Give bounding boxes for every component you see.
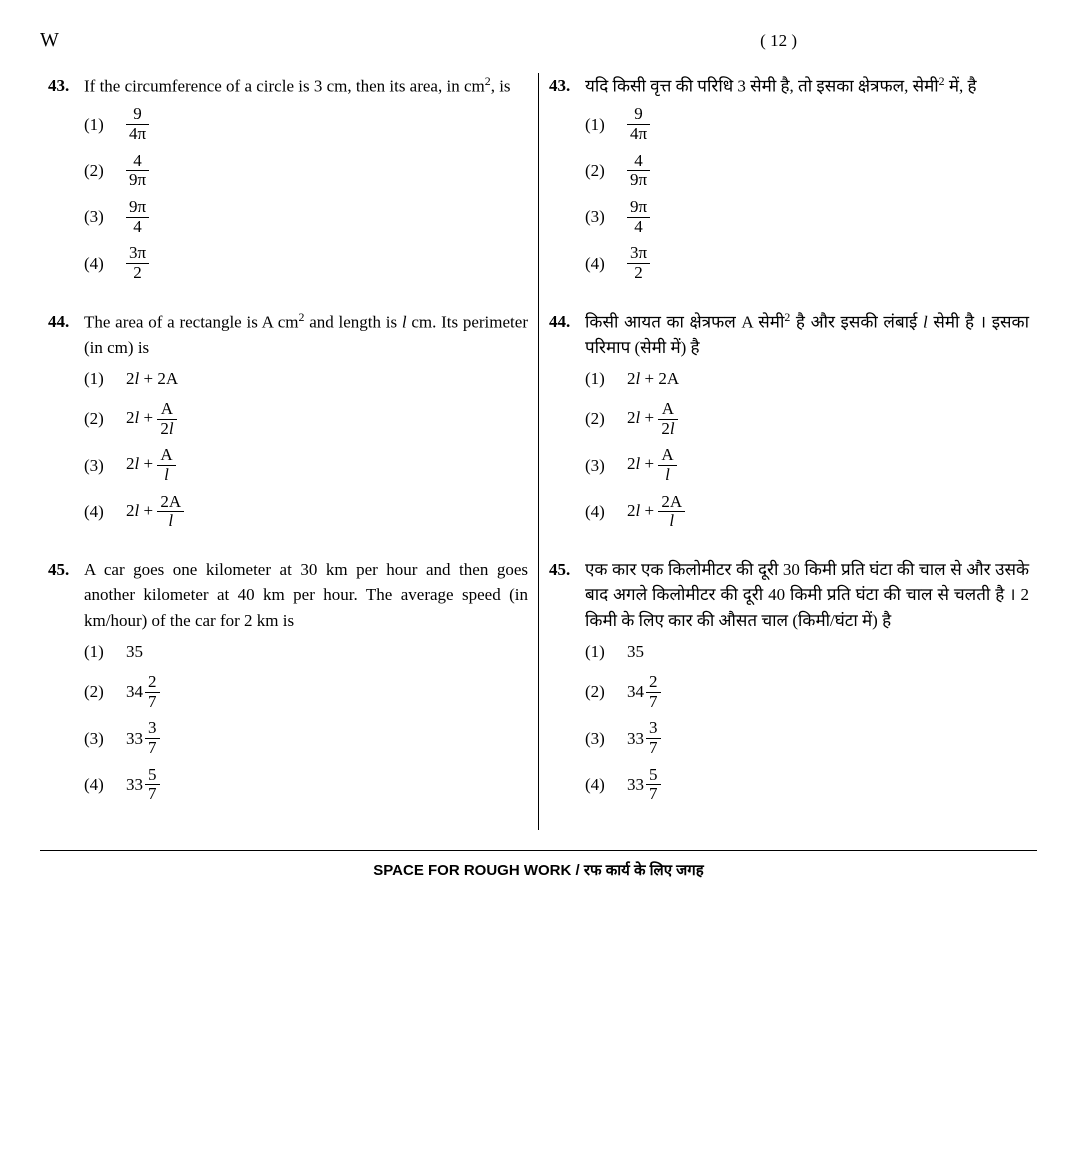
option-4: (4)3π2: [84, 244, 528, 282]
question-number: 43.: [549, 73, 585, 291]
options: (1)2l + 2A (2)2l + A2l (3)2l + Al (4)2l …: [84, 366, 528, 531]
rough-work-label: SPACE FOR ROUGH WORK / रफ कार्य के लिए ज…: [40, 860, 1037, 883]
option-1: (1)2l + 2A: [585, 366, 1029, 392]
question-number: 44.: [549, 309, 585, 539]
option-2: (2)2l + A2l: [585, 400, 1029, 438]
option-1: (1)35: [84, 639, 528, 665]
option-2: (2)3427: [84, 673, 528, 711]
option-1: (1)2l + 2A: [84, 366, 528, 392]
page-header: W ( 12 ): [40, 25, 1037, 55]
question-number: 43.: [48, 73, 84, 291]
option-4: (4)3357: [585, 766, 1029, 804]
option-2: (2)3427: [585, 673, 1029, 711]
options: (1)35 (2)3427 (3)3337 (4)3357: [84, 639, 528, 804]
question-44-en: 44. The area of a rectangle is A cm2 and…: [48, 309, 528, 539]
question-43-en: 43. If the circumference of a circle is …: [48, 73, 528, 291]
question-text: किसी आयत का क्षेत्रफल A सेमी2 है और इसकी…: [585, 309, 1029, 361]
question-text: यदि किसी वृत्त की परिधि 3 सेमी है, तो इस…: [585, 73, 1029, 99]
question-43-hi: 43. यदि किसी वृत्त की परिधि 3 सेमी है, त…: [549, 73, 1029, 291]
option-3: (3)2l + Al: [585, 446, 1029, 484]
option-3: (3)2l + Al: [84, 446, 528, 484]
question-text: A car goes one kilometer at 30 km per ho…: [84, 557, 528, 634]
english-column: 43. If the circumference of a circle is …: [40, 73, 539, 830]
hindi-column: 43. यदि किसी वृत्त की परिधि 3 सेमी है, त…: [539, 73, 1037, 830]
question-text: If the circumference of a circle is 3 cm…: [84, 73, 528, 99]
option-3: (3)3337: [585, 719, 1029, 757]
footer-rule: [40, 850, 1037, 851]
question-number: 44.: [48, 309, 84, 539]
options: (1)2l + 2A (2)2l + A2l (3)2l + Al (4)2l …: [585, 366, 1029, 531]
page-number: ( 12 ): [760, 28, 797, 54]
question-45-hi: 45. एक कार एक किलोमीटर की दूरी 30 किमी प…: [549, 557, 1029, 812]
option-4: (4)2l + 2Al: [585, 493, 1029, 531]
question-45-en: 45. A car goes one kilometer at 30 km pe…: [48, 557, 528, 812]
option-1: (1)94π: [84, 105, 528, 143]
options: (1)35 (2)3427 (3)3337 (4)3357: [585, 639, 1029, 804]
options: (1)94π (2)49π (3)9π4 (4)3π2: [585, 105, 1029, 283]
question-number: 45.: [48, 557, 84, 812]
option-4: (4)3π2: [585, 244, 1029, 282]
series-letter: W: [40, 25, 59, 55]
option-3: (3)9π4: [585, 198, 1029, 236]
option-2: (2)49π: [84, 152, 528, 190]
option-4: (4)2l + 2Al: [84, 493, 528, 531]
option-2: (2)2l + A2l: [84, 400, 528, 438]
option-2: (2)49π: [585, 152, 1029, 190]
question-44-hi: 44. किसी आयत का क्षेत्रफल A सेमी2 है और …: [549, 309, 1029, 539]
two-column-layout: 43. If the circumference of a circle is …: [40, 73, 1037, 830]
question-number: 45.: [549, 557, 585, 812]
options: (1)94π (2)49π (3)9π4 (4)3π2: [84, 105, 528, 283]
option-4: (4)3357: [84, 766, 528, 804]
question-text: The area of a rectangle is A cm2 and len…: [84, 309, 528, 361]
option-3: (3)3337: [84, 719, 528, 757]
question-text: एक कार एक किलोमीटर की दूरी 30 किमी प्रति…: [585, 557, 1029, 634]
option-1: (1)35: [585, 639, 1029, 665]
option-1: (1)94π: [585, 105, 1029, 143]
option-3: (3)9π4: [84, 198, 528, 236]
